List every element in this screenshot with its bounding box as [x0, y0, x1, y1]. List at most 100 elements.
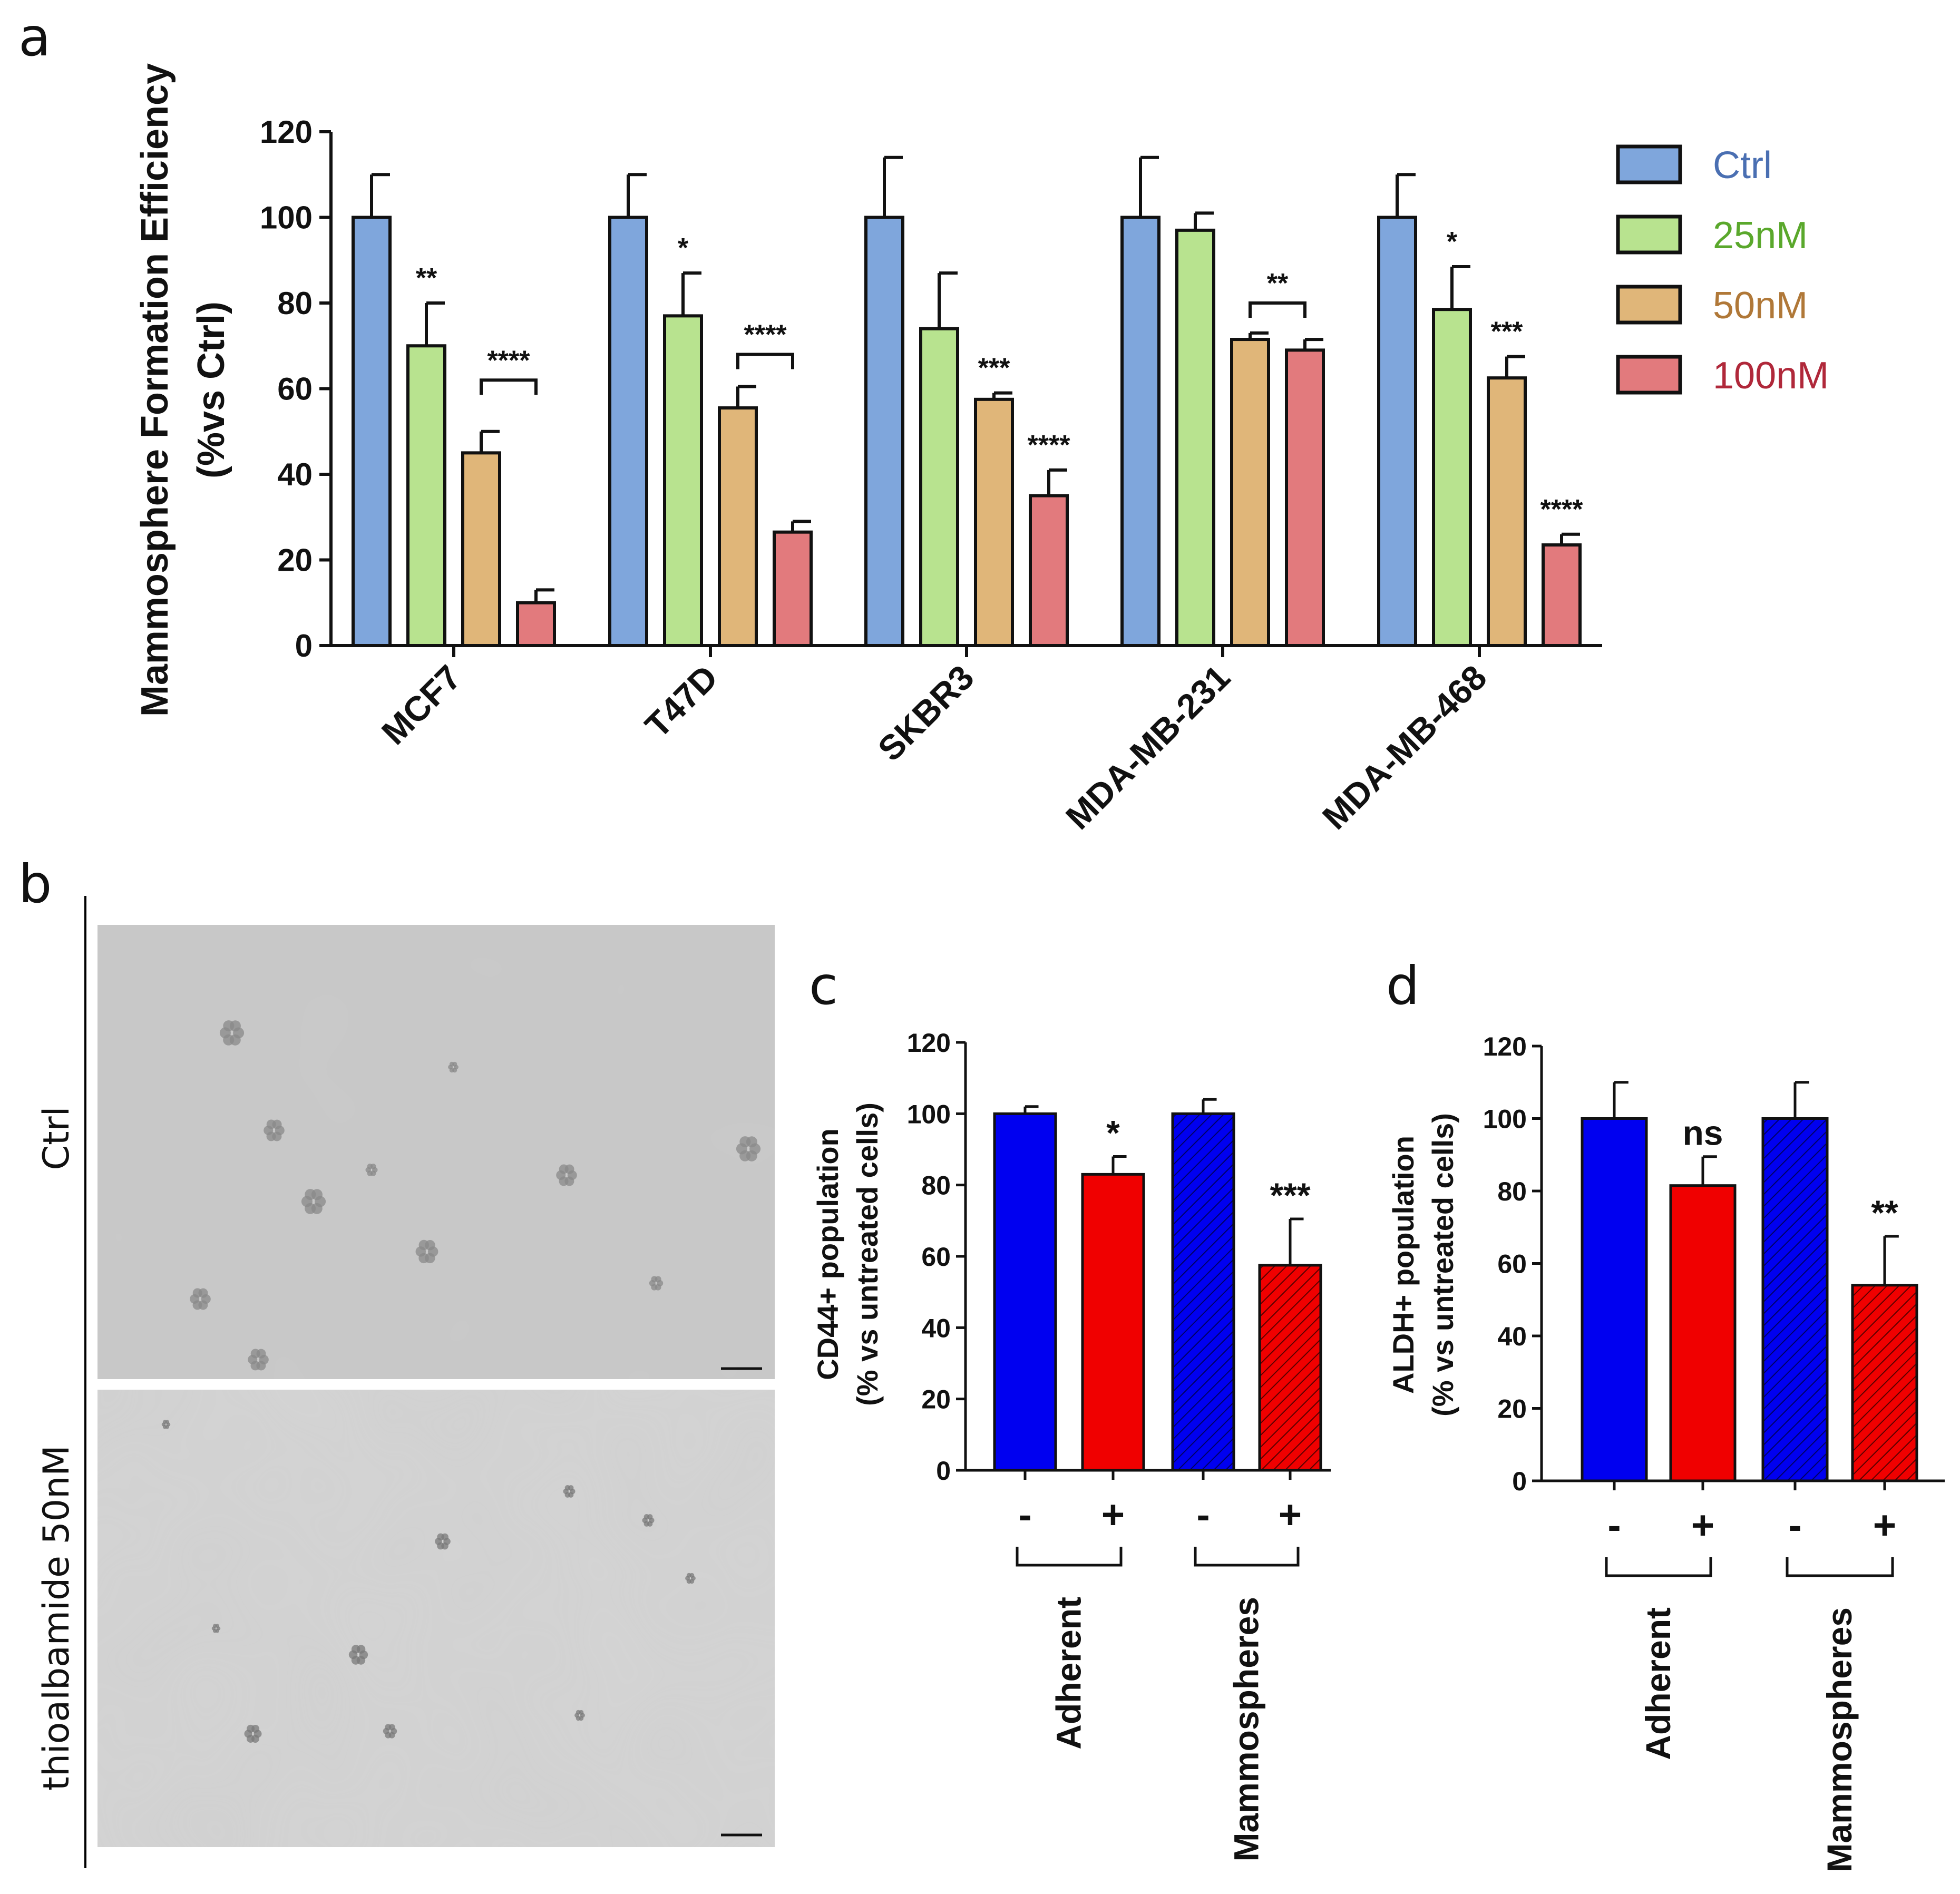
bar-mammospheres-treated: [1851, 1284, 1918, 1482]
significance-bracket: [1249, 301, 1306, 318]
mammosphere-cell: [229, 1020, 241, 1032]
bars-d: ns **: [1581, 1081, 1918, 1482]
y-tick-label: 100: [1483, 1105, 1527, 1134]
bar-100nm: [1029, 494, 1069, 647]
bar-adherent-treated: [1669, 1184, 1737, 1482]
x-tick-label: MDA-MB-468: [1315, 658, 1494, 837]
x-tick-label: T47D: [637, 658, 725, 745]
legend-swatch: [1616, 355, 1682, 395]
treatment-sign: -: [1607, 1503, 1621, 1548]
mammosphere-cell: [441, 1533, 448, 1541]
significance-label: ****: [1540, 494, 1584, 525]
group-bracket: [1016, 1547, 1123, 1567]
x-tick-label: MCF7: [374, 658, 469, 752]
micrograph-ctrl-texture: [97, 925, 775, 1379]
significance-label: **: [416, 263, 437, 294]
mammosphere-cell: [215, 1624, 220, 1628]
treatment-sign: +: [1691, 1503, 1714, 1548]
significance-label: ***: [1270, 1176, 1310, 1215]
bar-50nm: [718, 406, 758, 647]
treatment-sign: +: [1279, 1492, 1302, 1537]
mammosphere-cell: [165, 1420, 170, 1424]
mammosphere-cell: [370, 1164, 376, 1169]
treatment-sign: -: [1196, 1492, 1210, 1537]
mammosphere-cell: [311, 1189, 323, 1200]
legend-label: 25nM: [1713, 214, 1808, 257]
bar-25nm: [406, 344, 446, 647]
panel-letter-a: a: [18, 6, 51, 68]
mammosphere-cell: [272, 1119, 282, 1129]
legend-a: Ctrl 25nM 50nM 100nM: [1616, 144, 1829, 397]
y-tick-label: 120: [907, 1028, 951, 1058]
mammosphere-cell: [655, 1276, 661, 1283]
y-tick-label: 120: [1483, 1032, 1527, 1061]
annotations-a: ****************************: [416, 227, 1583, 525]
bar-50nm: [461, 451, 501, 647]
bar-ctrl: [608, 216, 648, 647]
significance-bracket: [480, 378, 538, 395]
y-tick-label: 100: [260, 200, 313, 236]
group-bracket: [1605, 1557, 1712, 1577]
y-axis-title-d: ALDH+ population: [1387, 1136, 1420, 1394]
mammosphere-cell: [198, 1288, 208, 1298]
micrograph-label-ctrl: Ctrl: [36, 1107, 77, 1170]
bar-ctrl: [864, 216, 904, 647]
y-tick-label: 100: [907, 1099, 951, 1129]
y-axis-d: 0 20 40 60 80 100 120 - + - + Adherent Mammospheres: [1483, 1032, 1945, 1872]
x-tick-label: MDA-MB-231: [1058, 658, 1237, 837]
bar-100nm: [1285, 348, 1325, 647]
y-tick-label: 60: [1497, 1249, 1527, 1279]
treatment-sign: +: [1101, 1492, 1125, 1537]
legend-swatch: [1616, 285, 1682, 325]
y-axis-title-a: Mammosphere Formation Efficiency: [134, 63, 176, 717]
bar-100nm: [1542, 543, 1582, 647]
y-tick-label: 20: [277, 543, 313, 578]
bracket-label: ****: [744, 320, 787, 350]
micrographs: Ctrl thioalbamide 50nM: [36, 896, 775, 1868]
bars-a: [352, 155, 1582, 647]
bar-100nm: [516, 601, 556, 647]
x-tick-label: SKBR3: [870, 658, 981, 769]
panel-letter-d: d: [1386, 955, 1419, 1017]
bracket-label: ****: [487, 345, 531, 376]
y-tick-label: 20: [1497, 1394, 1527, 1424]
y-tick-label: 80: [921, 1171, 951, 1200]
bar-100nm: [773, 530, 813, 647]
legend-swatch: [1616, 144, 1682, 184]
y-tick-label: 20: [921, 1385, 951, 1414]
significance-label: *: [1106, 1114, 1120, 1153]
panel-letter-c: c: [809, 955, 838, 1017]
bar-ctrl: [1377, 216, 1417, 647]
y-tick-label: 60: [921, 1242, 951, 1272]
mammosphere-cell: [425, 1239, 435, 1251]
bar-mammospheres-untreated: [1171, 1112, 1235, 1472]
bar-25nm: [1175, 228, 1215, 647]
micrograph-label-treated: thioalbamide 50nM: [36, 1445, 77, 1791]
significance-label: ****: [1028, 430, 1071, 461]
treatment-sign: -: [1018, 1492, 1031, 1537]
significance-label: ns: [1682, 1114, 1723, 1153]
y-tick-label: 40: [277, 457, 313, 492]
significance-label: **: [1871, 1193, 1898, 1232]
bar-mammospheres-treated: [1258, 1264, 1322, 1472]
mammosphere-cell: [647, 1514, 653, 1520]
significance-label: ***: [978, 353, 1010, 384]
y-axis-title-c: CD44+ population: [811, 1128, 844, 1380]
group-label: Adherent: [1049, 1597, 1088, 1750]
mammosphere-cell: [251, 1725, 260, 1733]
y-tick-label: 0: [936, 1456, 951, 1486]
group-bracket: [1194, 1547, 1300, 1567]
bar-50nm: [1487, 376, 1527, 647]
y-tick-label: 0: [295, 628, 313, 663]
legend-label: 50nM: [1713, 285, 1808, 327]
bar-adherent-treated: [1081, 1173, 1145, 1472]
chart-a: 0 20 40 60 80 100 120 MCF7 T47D SKBR3 MDA-MB-231 MD…: [134, 63, 1829, 837]
y-axis-subtitle-d: (% vs untreated cells): [1426, 1113, 1459, 1417]
y-axis-c: 0 20 40 60 80 100 120 - + - + Adherent Mammospheres: [907, 1028, 1331, 1862]
bar-adherent-untreated: [993, 1112, 1057, 1472]
y-tick-label: 60: [277, 372, 313, 407]
mammosphere-cell: [746, 1136, 757, 1148]
bar-25nm: [919, 327, 959, 647]
